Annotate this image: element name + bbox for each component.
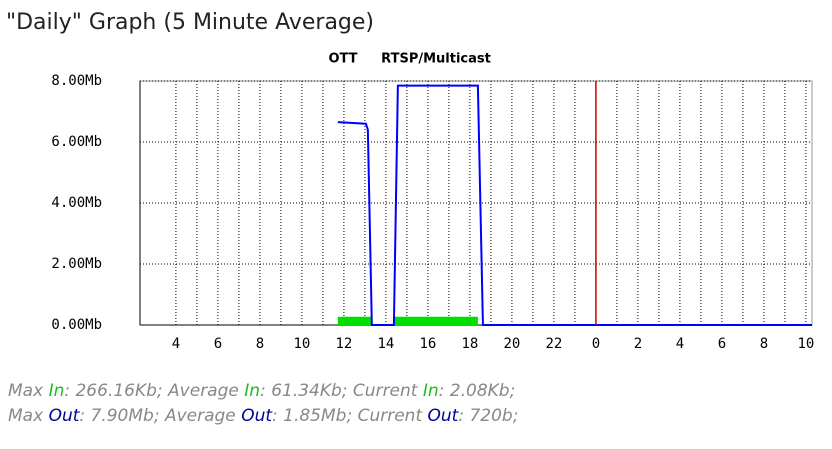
- x-tick-label: 4: [172, 336, 180, 352]
- series-label: Out: [241, 406, 273, 426]
- x-tick-label: 10: [797, 336, 814, 352]
- x-tick-label: 6: [214, 336, 222, 352]
- y-tick-label: 6.00Mb: [51, 134, 102, 150]
- x-tick-label: 10: [293, 336, 310, 352]
- series-label: In: [48, 381, 65, 401]
- summary-text: : 266.16Kb; Average: [64, 381, 245, 401]
- series-label: Out: [427, 406, 459, 426]
- x-tick-label: 14: [377, 336, 394, 352]
- y-tick-label: 8.00Mb: [51, 73, 102, 89]
- series-label: In: [422, 381, 439, 401]
- area: [393, 316, 478, 325]
- summary-line: Max In: 266.16Kb; Average In: 61.34Kb; C…: [8, 381, 515, 401]
- x-tick-label: 8: [256, 336, 264, 352]
- summary-text: Max: [8, 406, 49, 426]
- x-tick-label: 22: [545, 336, 562, 352]
- chart-title: "Daily" Graph (5 Minute Average): [6, 10, 374, 35]
- series-label: In: [244, 381, 261, 401]
- x-tick-label: 6: [718, 336, 726, 352]
- annotation: RTSP/Multicast: [381, 52, 491, 67]
- x-tick-label: 12: [335, 336, 352, 352]
- summary-text: : 61.34Kb; Current: [260, 381, 423, 401]
- y-tick-label: 0.00Mb: [51, 317, 102, 333]
- x-tick-label: 18: [461, 336, 478, 352]
- annotation: OTT: [328, 52, 357, 67]
- x-tick-label: 0: [592, 336, 600, 352]
- x-tick-label: 4: [676, 336, 684, 352]
- area: [337, 316, 372, 325]
- x-tick-label: 16: [419, 336, 436, 352]
- summary-text: : 7.90Mb; Average: [79, 406, 242, 426]
- x-tick-label: 8: [760, 336, 768, 352]
- x-tick-label: 2: [634, 336, 642, 352]
- summary-text: : 2.08Kb;: [438, 381, 516, 401]
- y-tick-label: 4.00Mb: [51, 195, 102, 211]
- summary-text: : 1.85Mb; Current: [272, 406, 428, 426]
- summary-line: Max Out: 7.90Mb; Average Out: 1.85Mb; Cu…: [8, 406, 518, 426]
- x-tick-label: 20: [503, 336, 520, 352]
- y-tick-label: 2.00Mb: [51, 256, 102, 272]
- summary-text: : 720b;: [458, 406, 519, 426]
- summary-text: Max: [8, 381, 49, 401]
- line: [337, 84, 812, 326]
- series-label: Out: [48, 406, 80, 426]
